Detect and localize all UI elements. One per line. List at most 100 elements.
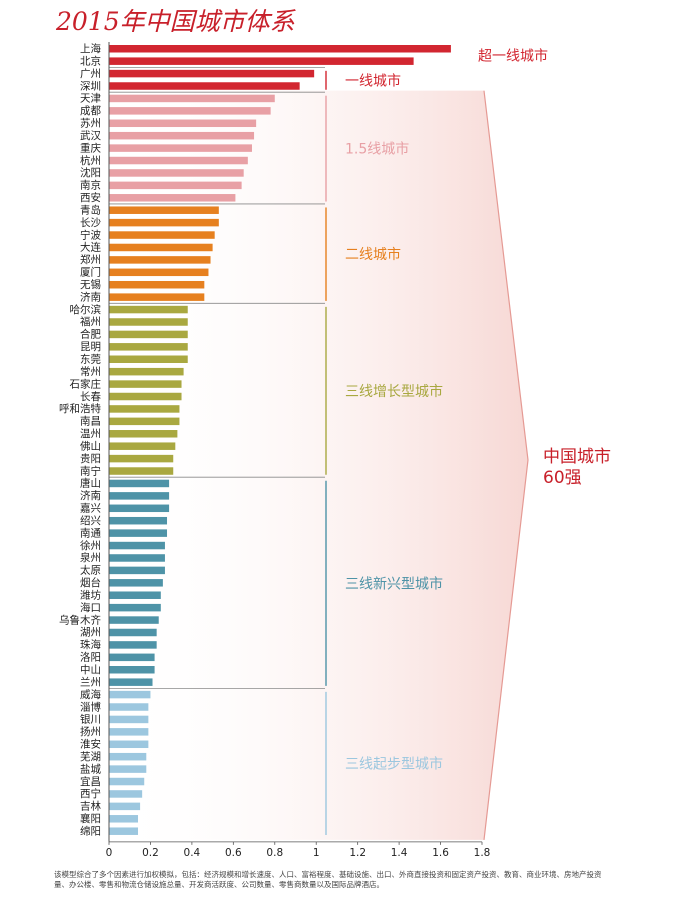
bar	[109, 529, 168, 537]
category-label: 苏州	[80, 117, 101, 130]
category-label: 长沙	[80, 217, 101, 229]
category-label: 潍坊	[80, 588, 101, 601]
tier-arrow-outline	[483, 90, 529, 840]
x-tick-label: 0.2	[142, 847, 159, 859]
bar	[109, 765, 147, 773]
category-label: 芜湖	[80, 750, 101, 763]
bar	[109, 454, 174, 463]
bar	[109, 367, 184, 376]
bar	[109, 343, 188, 351]
bar	[109, 318, 188, 326]
category-label: 重庆	[80, 141, 101, 154]
x-tick-label: 1.2	[349, 847, 366, 859]
bar	[109, 653, 155, 662]
tier-label: 二线城市	[345, 246, 401, 263]
category-label: 绍兴	[80, 514, 101, 527]
bar	[109, 591, 161, 599]
bar-chart: 上海北京广州深圳天津成都苏州武汉重庆杭州沈阳南京西安青岛长沙宁波大连郑州厦门无锡…	[59, 42, 611, 859]
bar	[109, 541, 165, 550]
category-label: 合肥	[80, 328, 101, 341]
category-label: 泉州	[80, 551, 101, 564]
category-label: 淮安	[80, 738, 101, 751]
bar	[109, 181, 242, 190]
category-label: 太原	[80, 564, 101, 577]
bar	[109, 169, 244, 177]
category-label: 吉林	[80, 800, 101, 813]
bar	[109, 330, 188, 339]
category-label: 佛山	[80, 439, 101, 452]
category-label: 济南	[80, 489, 101, 502]
category-label: 无锡	[80, 278, 101, 291]
bar	[109, 57, 414, 65]
bar	[109, 405, 180, 413]
x-tick-label: 1.8	[474, 847, 491, 859]
tier-label: 三线起步型城市	[345, 755, 443, 772]
category-label: 扬州	[80, 725, 101, 738]
bar	[109, 355, 188, 363]
bar	[109, 69, 315, 78]
category-label: 长春	[80, 391, 101, 403]
chart-title: 2015年中国城市体系	[56, 7, 295, 36]
bar	[109, 144, 252, 152]
bar	[109, 305, 188, 314]
x-tick-label: 1.6	[432, 847, 449, 859]
bar	[109, 94, 275, 103]
category-label: 嘉兴	[80, 502, 101, 515]
bar	[109, 119, 257, 128]
bar	[109, 666, 155, 674]
bar	[109, 827, 139, 835]
bar	[109, 715, 149, 724]
category-label: 威海	[80, 688, 101, 701]
category-label: 厦门	[80, 266, 101, 279]
bar	[109, 815, 139, 823]
bar	[109, 467, 174, 475]
bar	[109, 417, 180, 426]
bar	[109, 256, 211, 264]
category-label: 青岛	[80, 203, 101, 216]
bar	[109, 790, 143, 798]
x-tick-label: 0.8	[266, 847, 283, 859]
bar	[109, 678, 153, 686]
category-label: 盐城	[80, 762, 101, 775]
methodology-footnote: 该模型综合了多个因素进行加权模拟，包括：经济规模和增长速度、人口、富裕程度、基础…	[54, 870, 602, 889]
category-label: 东莞	[80, 353, 101, 366]
category-label: 成都	[80, 105, 101, 117]
category-label: 宜昌	[80, 775, 101, 788]
category-label: 湖州	[80, 627, 101, 639]
bar	[109, 82, 300, 90]
bar	[109, 728, 149, 736]
bar	[109, 492, 170, 500]
category-label: 乌鲁木齐	[59, 613, 101, 626]
tier-arrow-shape	[109, 90, 528, 840]
x-tick-label: 0.6	[225, 847, 242, 859]
category-label: 南通	[80, 526, 101, 539]
category-label: 南京	[80, 179, 101, 192]
category-label: 上海	[80, 42, 101, 55]
bar	[109, 293, 205, 301]
bar	[109, 231, 215, 239]
tier-label: 超一线城市	[478, 47, 548, 64]
category-label: 襄阳	[80, 812, 101, 825]
bar	[109, 566, 165, 575]
category-label: 宁波	[80, 228, 101, 241]
category-label: 银川	[80, 713, 101, 726]
category-label: 海口	[80, 601, 101, 614]
category-label: 兰州	[80, 675, 101, 688]
bar	[109, 504, 170, 513]
bar	[109, 641, 157, 649]
tier-label: 三线增长型城市	[345, 383, 443, 400]
category-label: 杭州	[80, 154, 101, 167]
category-label: 天津	[80, 93, 101, 105]
category-label: 淄博	[80, 700, 101, 713]
category-label: 福州	[80, 315, 101, 328]
category-label: 珠海	[80, 638, 101, 651]
bar	[109, 516, 168, 525]
tier-label: 三线新兴型城市	[345, 575, 443, 592]
category-label: 唐山	[80, 477, 101, 490]
category-label: 徐州	[80, 539, 101, 552]
bar	[109, 479, 170, 488]
bar	[109, 554, 165, 562]
bar	[109, 243, 213, 252]
bar	[109, 442, 176, 450]
category-label: 洛阳	[80, 651, 101, 664]
